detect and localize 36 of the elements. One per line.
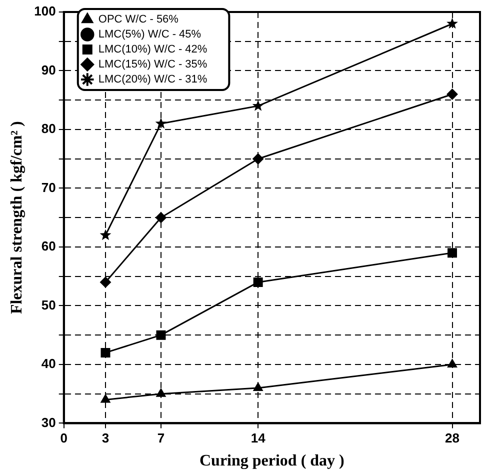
point (155, 118, 167, 128)
x-axis-title: Curing period ( day ) (199, 452, 344, 470)
y-tick-label: 70 (41, 180, 56, 195)
point (100, 394, 110, 403)
y-tick-label: 60 (41, 238, 56, 254)
legend-label: LMC(20%) W/C - 31% (98, 74, 208, 86)
x-tick-label: 3 (102, 430, 110, 446)
legend-label: LMC(10%) W/C - 42% (98, 44, 208, 56)
point (448, 248, 457, 258)
point (447, 358, 458, 368)
point (252, 100, 264, 111)
point (156, 388, 166, 397)
legend-label: LMC(15%) W/C - 35% (98, 58, 208, 71)
x-tick-label: 28 (445, 430, 460, 446)
legend-label: LMC(5%) W/C - 45% (98, 28, 202, 41)
point (252, 153, 264, 164)
y-tick-label: 100 (34, 4, 56, 19)
point (446, 88, 458, 100)
y-axis-title: Flexural strength ( kgf/cm² ) (8, 121, 26, 314)
y-tick-label: 80 (41, 121, 56, 136)
y-tick-label: 30 (41, 414, 56, 430)
point (155, 212, 166, 224)
y-tick-label: 40 (41, 356, 56, 372)
x-tick-label: 14 (250, 430, 266, 446)
point (253, 277, 263, 287)
x-tick-label: 0 (60, 430, 68, 446)
point (446, 18, 458, 29)
point (253, 382, 263, 391)
point (100, 276, 111, 288)
point (100, 229, 112, 240)
y-tick-label: 90 (41, 62, 56, 78)
legend-label: OPC W/C - 56% (98, 14, 179, 26)
point (156, 330, 166, 340)
y-tick-label: 50 (41, 297, 56, 312)
point (100, 348, 110, 358)
x-tick-label: 7 (157, 430, 165, 446)
